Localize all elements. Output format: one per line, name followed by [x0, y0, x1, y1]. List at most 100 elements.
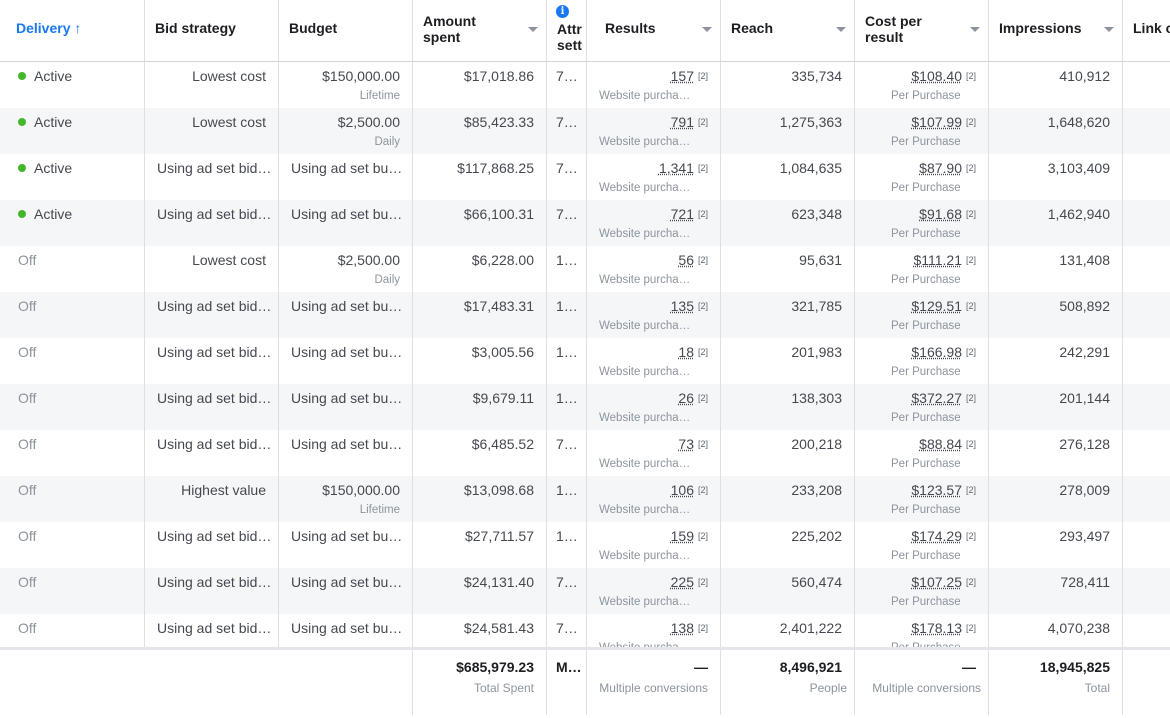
cost-per-result-link[interactable]: $174.29	[911, 528, 962, 544]
results-link[interactable]: 26	[678, 390, 694, 406]
cost-per-result-type: Per Purchase	[891, 274, 961, 286]
column-header-results[interactable]: Results	[587, 0, 721, 61]
info-icon[interactable]: i	[556, 5, 569, 18]
results-link[interactable]: 73	[678, 436, 694, 452]
chevron-down-icon[interactable]	[528, 27, 538, 32]
attribution-value: 1…	[556, 528, 578, 544]
cost-per-result-link[interactable]: $107.99	[911, 114, 962, 130]
table-row[interactable]: Off Using ad set bid… Using ad set bu… $9,6…	[0, 384, 1170, 430]
footnote-marker: [2]	[966, 163, 976, 173]
cost-per-result-link[interactable]: $166.98	[911, 344, 962, 360]
summary-reach-value: 8,496,921	[780, 659, 842, 675]
status-label: Active	[34, 206, 72, 222]
results-value: 721 [2]	[671, 206, 708, 222]
column-header-link-clicks[interactable]: Link c	[1123, 0, 1170, 61]
cost-per-result-link[interactable]: $129.51	[911, 298, 962, 314]
table-row[interactable]: Off Using ad set bid… Using ad set bu… $17,…	[0, 292, 1170, 338]
results-link[interactable]: 106	[671, 482, 694, 498]
column-header-cost-per-result[interactable]: Cost per result	[855, 0, 989, 61]
link-clicks-cell	[1123, 154, 1170, 200]
column-header-attribution[interactable]: i Attr sett	[547, 0, 587, 61]
table-row[interactable]: Off Using ad set bid… Using ad set bu… $27,…	[0, 522, 1170, 568]
results-link[interactable]: 135	[671, 298, 694, 314]
cost-per-result-link[interactable]: $87.90	[919, 160, 962, 176]
cost-per-result-link[interactable]: $91.68	[919, 206, 962, 222]
results-value: 1,341 [2]	[659, 160, 708, 176]
budget-value: Using ad set bu…	[291, 344, 402, 360]
delivery-cell: Off	[0, 568, 145, 614]
impressions-cell: 410,912	[989, 62, 1123, 108]
status-badge: Active	[18, 114, 72, 130]
table-row[interactable]: Active Using ad set bid… Using ad set bu… $…	[0, 154, 1170, 200]
chevron-down-icon[interactable]	[970, 27, 980, 32]
amount-spent-value: $17,483.31	[464, 298, 534, 314]
cost-per-result-cell: $129.51 [2] Per Purchase	[855, 292, 989, 338]
summary-results-value: —	[694, 659, 708, 675]
table-row[interactable]: Off Using ad set bid… Using ad set bu… $6,4…	[0, 430, 1170, 476]
column-label-budget: Budget	[289, 20, 337, 36]
bid-strategy-cell: Using ad set bid…	[145, 338, 279, 384]
results-link[interactable]: 18	[678, 344, 694, 360]
cost-per-result-value: $166.98 [2]	[911, 344, 976, 360]
column-header-reach[interactable]: Reach	[721, 0, 855, 61]
cost-per-result-link[interactable]: $372.27	[911, 390, 962, 406]
chevron-down-icon[interactable]	[702, 27, 712, 32]
footnote-marker: [2]	[966, 71, 976, 81]
cost-per-result-link[interactable]: $178.13	[911, 620, 962, 636]
footnote-marker: [2]	[698, 577, 708, 587]
amount-spent-cell: $9,679.11	[413, 384, 547, 430]
bid-strategy-value: Lowest cost	[192, 252, 266, 268]
column-label-link-clicks: Link c	[1133, 20, 1170, 36]
cost-per-result-link[interactable]: $107.25	[911, 574, 962, 590]
cost-per-result-link[interactable]: $88.84	[919, 436, 962, 452]
chevron-down-icon[interactable]	[1104, 27, 1114, 32]
results-link[interactable]: 791	[671, 114, 694, 130]
results-type: Website purcha…	[599, 182, 690, 194]
results-link[interactable]: 225	[671, 574, 694, 590]
amount-spent-cell: $24,131.40	[413, 568, 547, 614]
impressions-cell: 3,103,409	[989, 154, 1123, 200]
amount-spent-value: $24,131.40	[464, 574, 534, 590]
attribution-value: 7…	[556, 620, 578, 636]
table-row[interactable]: Off Lowest cost $2,500.00 Daily $6,228.00 1… 5…	[0, 246, 1170, 292]
cost-per-result-link[interactable]: $111.21	[913, 252, 962, 268]
table-row[interactable]: Off Highest value $150,000.00 Lifetime $13,0…	[0, 476, 1170, 522]
attribution-cell: 1…	[547, 476, 587, 522]
attribution-cell: 7…	[547, 108, 587, 154]
impressions-value: 1,462,940	[1048, 206, 1110, 222]
results-link[interactable]: 1,341	[659, 160, 694, 176]
results-link[interactable]: 56	[678, 252, 694, 268]
results-value: 26 [2]	[678, 390, 708, 406]
budget-cell: Using ad set bu…	[279, 384, 413, 430]
results-link[interactable]: 157	[671, 68, 694, 84]
column-label-amount-line2: spent	[423, 29, 460, 45]
table-row[interactable]: Active Lowest cost $2,500.00 Daily $85,423.3…	[0, 108, 1170, 154]
results-link[interactable]: 721	[671, 206, 694, 222]
results-type: Website purcha…	[599, 320, 690, 332]
table-row[interactable]: Active Lowest cost $150,000.00 Lifetime $17,…	[0, 62, 1170, 108]
column-header-amount-spent[interactable]: Amount spent	[413, 0, 547, 61]
column-header-budget[interactable]: Budget	[279, 0, 413, 61]
chevron-down-icon[interactable]	[836, 27, 846, 32]
table-row[interactable]: Active Using ad set bid… Using ad set bu… $…	[0, 200, 1170, 246]
budget-type: Lifetime	[360, 90, 400, 102]
reach-value: 233,208	[791, 482, 842, 498]
bid-strategy-value: Using ad set bid…	[157, 436, 271, 452]
cost-per-result-link[interactable]: $123.57	[911, 482, 962, 498]
column-header-delivery[interactable]: Delivery ↑	[0, 0, 145, 61]
table-row[interactable]: Off Using ad set bid… Using ad set bu… $24,…	[0, 568, 1170, 614]
results-link[interactable]: 138	[671, 620, 694, 636]
status-label: Off	[18, 298, 36, 314]
cost-per-result-cell: $111.21 [2] Per Purchase	[855, 246, 989, 292]
status-label: Off	[18, 574, 36, 590]
cost-per-result-cell: $174.29 [2] Per Purchase	[855, 522, 989, 568]
status-label: Off	[18, 390, 36, 406]
column-header-impressions[interactable]: Impressions	[989, 0, 1123, 61]
cost-per-result-link[interactable]: $108.40	[911, 68, 962, 84]
table-row[interactable]: Off Using ad set bid… Using ad set bu… $3,0…	[0, 338, 1170, 384]
column-header-bid-strategy[interactable]: Bid strategy	[145, 0, 279, 61]
cost-per-result-type: Per Purchase	[891, 228, 961, 240]
footnote-marker: [2]	[698, 255, 708, 265]
results-link[interactable]: 159	[671, 528, 694, 544]
